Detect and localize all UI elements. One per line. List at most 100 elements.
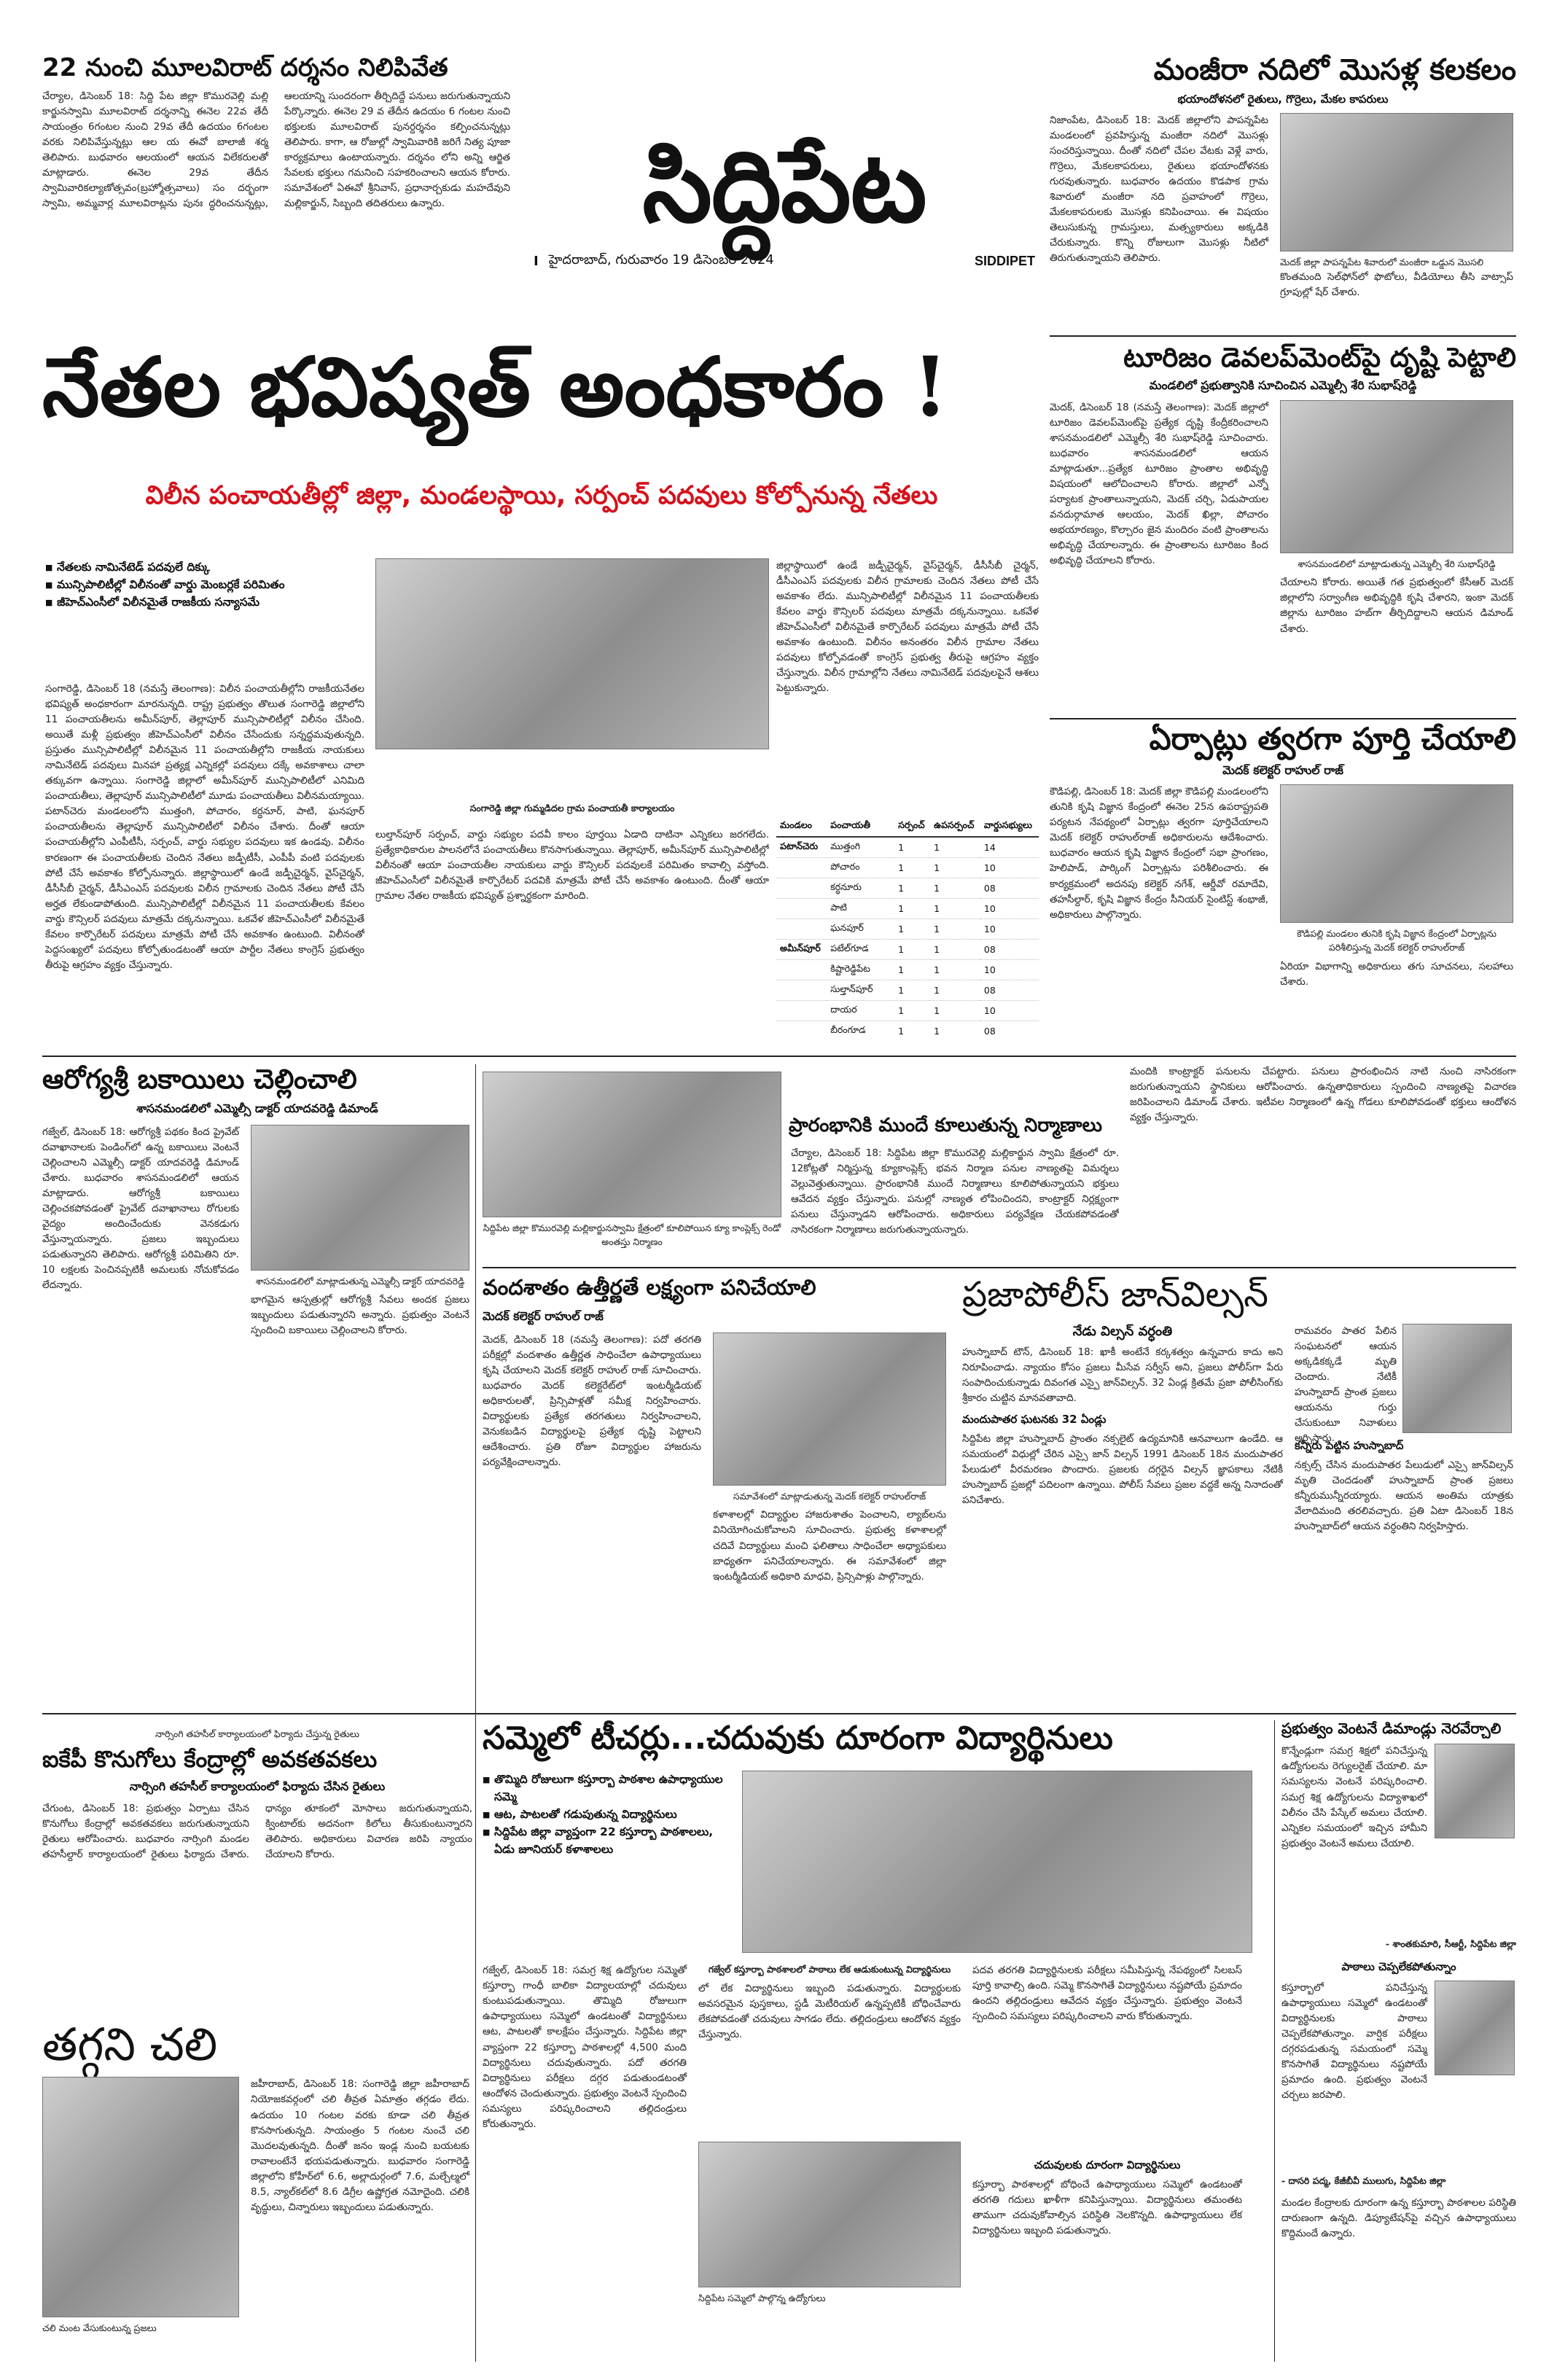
lead-deck: విలీన పంచాయతీల్లో జిల్లా, మండలస్థాయి, సర… [145,481,938,510]
arogyasri-headline: ఆరోగ్యశ్రీ బకాయిలు చెల్లించాలి [42,1064,357,1095]
arrangements-story: ఏర్పాట్లు త్వరగా పూర్తి చేయాలి మెదక్ కలె… [1050,722,1516,1042]
mulavirat-headline: 22 నుంచి మూలవిరాట్ దర్శనం నిలిపివేత [42,54,448,82]
masthead-english-name: SIDDIPET [974,254,1035,268]
demands-headline: ప్రభుత్వం వెంటనే డిమాండ్లు నెరవేర్చాలి [1281,1720,1502,1737]
arogyasri-body2: భాగమైన ఆస్పత్రుల్లో ఆరోగ్యశ్రీ సేవలు అంద… [251,1294,469,1337]
table-cell: 10 [980,857,1039,878]
table-cell: కిష్టారెడ్డిపేట [827,959,895,980]
table-cell: 10 [980,898,1039,919]
cold-story: తగ్గని చలి చలి మంట వేసుకుంటున్న ప్రజలు జ… [42,2019,472,2362]
strike-photo [742,1771,1252,1954]
table-row: పటాన్‌చెరు ముత్తంగి 1 1 14 [776,837,1039,858]
strike-story: సమ్మెలో టీచర్లు...చదువుకు దూరంగా విద్యార… [483,1720,1270,2362]
table-cell: 08 [980,939,1039,960]
divider [475,1064,476,2362]
lead-photo [375,558,769,749]
wilson-photo [1402,1323,1512,1433]
masthead-title: సిద్దిపేట [642,131,926,245]
manjeera-photo [1280,112,1513,251]
strike-bullet: ఆట, పాటలతో గడుపుతున్న విద్యార్థినులు [483,1806,730,1823]
table-cell-mandal [776,1021,827,1035]
tourism-body: మెదక్, డిసెంబర్ 18 (నమస్తే తెలంగాణ): మెద… [1050,401,1268,567]
hundred-body: మెదక్, డిసెంబర్ 18 (నమస్తే తెలంగాణ): పదో… [483,1333,701,1469]
tourism-photo-caption: శాసనమండలిలో మాట్లాడుతున్న ఎమ్మెల్సీ శేరి… [1298,558,1496,569]
table-cell: 10 [980,1000,1039,1021]
table-cell: 1 [894,980,931,1001]
ikp-subhead: నార్సింగి తహసీల్ కార్యాలయంలో ఫిర్యాదు చే… [129,1779,386,1794]
table-cell: 1 [930,980,980,1001]
masthead-dateline: హైదరాబాద్, గురువారం 19 డిసెంబర్ 2024 [548,252,774,268]
divider [42,1713,1516,1714]
demands-body: కొన్నేండ్లుగా సమగ్ర శిక్షలో పనిచేస్తున్న… [1281,1745,1427,1849]
table-header: వార్డుసభ్యులు [980,816,1039,838]
table-cell: 1 [930,1021,980,1035]
strike-body: గజ్వేల్, డిసెంబర్ 18: సమగ్ర శిక్ష ఉద్యోగ… [483,1965,687,2130]
cold-headline: తగ్గని చలి [42,2019,218,2071]
table-cell: దాయర [827,1000,895,1021]
table-row: బీరంగూడ 1 1 08 [776,1021,1039,1035]
demands-story: ప్రభుత్వం వెంటనే డిమాండ్లు నెరవేర్చాలి క… [1281,1720,1516,2362]
table-cell: 1 [930,857,980,878]
wilson-sub3: కన్నీరు పెట్టిన హుస్నాబాద్ [1295,1438,1404,1452]
hundred-headline: వందశాతం ఉత్తీర్ణతే లక్ష్యంగా పనిచేయాలి [483,1276,816,1300]
table-row: దాయర 1 1 10 [776,1000,1039,1021]
table-cell: ఘనపూర్ [827,918,895,940]
wilson-body3: రామవరం పాతర పేలిన సంఘటనలో ఆయన అక్కడికక్క… [1295,1324,1397,1445]
table-cell: సుల్తాన్‌పూర్ [827,980,895,1001]
table-cell: 1 [894,878,931,899]
ikp-headline: ఐకేపీ కొనుగోలు కేంద్రాల్లో అవకతవకలు [42,1746,378,1773]
strike-photo2 [698,2142,961,2288]
manjeera-subhead: భయాందోళనలో రైతులు, గొర్రెలు, మేకల కాపరుల… [1177,92,1389,106]
masthead: సిద్దిపేట I హైదరాబాద్, గురువారం 19 డిసెం… [519,131,1050,299]
table-row: అమీన్‌పూర్ పటేల్‌గూడ 1 1 08 [776,939,1039,960]
tourism-headline: టూరిజం డెవలప్‌మెంట్‌పై దృష్టి పెట్టాలి [1123,343,1516,373]
works-body2: మందికి కాంట్రాక్టర్ పనులను చేపట్టారు. పన… [1130,1066,1516,1124]
tourism-subhead: మండలిలో ప్రభుత్వానికి సూచించిన ఎమ్మెల్సీ… [1149,378,1417,393]
divider [1050,335,1516,337]
table-cell: 1 [930,1000,980,1021]
table-row: సుల్తాన్‌పూర్ 1 1 08 [776,980,1039,1001]
wilson-headline: ప్రజాపోలీస్ జాన్‌విల్సన్ [962,1276,1268,1315]
demands-photo [1435,1744,1515,1839]
tourism-body2: చేయాలని కోరారు. అయితే గత ప్రభుత్వంలో కేస… [1280,577,1513,635]
table-header: మండలం [776,816,827,838]
works-body: చేర్యాల, డిసెంబర్ 18: సిద్దిపేట జిల్లా క… [791,1147,1119,1236]
table-cell: 14 [980,837,1039,858]
table-cell: పటేల్‌గూడ [827,939,895,960]
hundred-subhead: మెదక్ కలెక్టర్ రాహుల్ రాజ్ [483,1309,604,1324]
table-cell: 1 [930,959,980,980]
ikp-kicker: నార్సింగి తహసీల్ కార్యాలయంలో ఫిర్యాదు చే… [155,1728,359,1739]
wilson-body: హుస్నాబాద్ టౌన్, డిసెంబర్ 18: ఖాకీ అంటేన… [962,1346,1283,1405]
hundred-body2: కళాశాలల్లో విద్యార్థుల హాజరుశాతం పెంచాలన… [713,1509,946,1583]
manjeera-story: మంజీరా నదిలో మొసళ్ల కలకలం భయాందోళనలో రైత… [1050,54,1516,324]
divider [483,1267,1516,1268]
arogyasri-story: ఆరోగ్యశ్రీ బకాయిలు చెల్లించాలి శాసనమండలి… [42,1064,472,1698]
strike-headline: సమ్మెలో టీచర్లు...చదువుకు దూరంగా విద్యార… [483,1720,1113,1757]
table-cell: 08 [980,1021,1039,1035]
table-cell-mandal [776,1000,827,1021]
table-row: కిష్టారెడ్డిపేట 1 1 10 [776,959,1039,980]
divider [1050,718,1516,719]
table-cell: 1 [930,918,980,940]
arrangements-subhead: మెదక్ కలెక్టర్ రాహుల్ రాజ్ [1222,763,1343,778]
lead-bullet: జీహెచ్ఎంసీలో విలీనమైతే రాజకీయ సన్యాసమే [45,593,364,611]
lead-bullet: నేతలకు నామినేటెడ్ పదవులే దిక్కు [45,558,364,576]
mulavirat-story: 22 నుంచి మూలవిరాట్ దర్శనం నిలిపివేత చేర్… [42,54,510,294]
lead-bullets: నేతలకు నామినేటెడ్ పదవులే దిక్కు మున్సిపా… [45,558,364,675]
strike-body-col2: లో లేక విద్యార్థినులు ఇబ్బంది పడుతున్నార… [698,1983,961,2041]
table-cell: 1 [930,837,980,858]
table-cell: 1 [894,918,931,940]
table-cell: కర్ధనూరు [827,878,895,899]
lead-headline: నేతల భవిష్యత్ అంధకారం ! [42,340,948,435]
arrangements-photo-caption: కౌడిపల్లి మండలం తునికి కృషి విజ్ఞాన కేంద… [1297,928,1496,953]
strike-bullet: తొమ్మిది రోజులుగా కస్తూర్బా పాఠశాల ఉపాధ్… [483,1771,730,1806]
wilson-sub2: మందుపాతర ఘటనకు 32 ఏండ్లు [962,1412,1107,1426]
table-cell: 1 [894,1021,931,1035]
table-cell: 08 [980,878,1039,899]
table-cell-mandal [776,980,827,1001]
wilson-body4: నక్సల్స్ చేసిన మందుపాతర పేలుడులో ఎస్సై జ… [1295,1459,1513,1532]
works-photo-caption: సిద్దిపేట జిల్లా కొమురవెల్లి మల్లికార్జు… [483,1222,781,1247]
table-cell: 08 [980,980,1039,1001]
strike-body2: కస్తూర్బా పాఠశాలల్లో బోధించే ఉపాధ్యాయులు… [972,2179,1242,2237]
strike-photo-caption: సిద్దిపేట సమ్మెలో పాల్గొన్న ఉద్యోగులు [698,2293,826,2304]
